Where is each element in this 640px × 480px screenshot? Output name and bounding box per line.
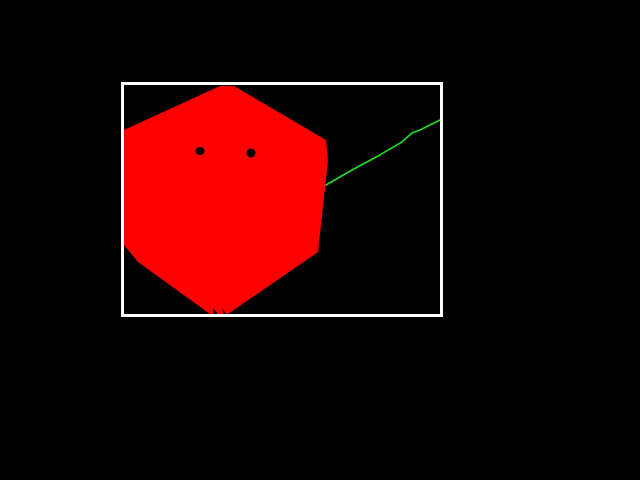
red-blob-body xyxy=(124,86,328,314)
play-area-frame xyxy=(121,82,443,317)
aim-line xyxy=(325,119,441,186)
blob-right-eye xyxy=(246,148,256,158)
play-area xyxy=(121,82,443,317)
blob-left-eye xyxy=(195,147,205,155)
